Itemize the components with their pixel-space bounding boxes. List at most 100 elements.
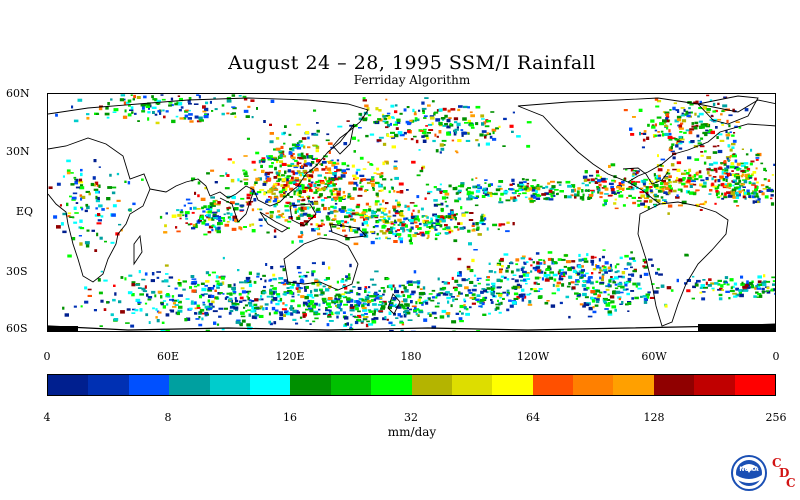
- rain-cell: [604, 298, 608, 300]
- rain-cell: [170, 309, 172, 311]
- rain-cell: [416, 195, 419, 198]
- rain-cell: [121, 94, 126, 96]
- rain-cell: [341, 293, 345, 295]
- rain-cell: [231, 287, 236, 290]
- rain-cell: [678, 205, 683, 207]
- rain-cell: [498, 294, 502, 297]
- rain-cell: [363, 97, 366, 99]
- rain-cell: [671, 143, 674, 146]
- rain-cell: [439, 108, 443, 111]
- rain-cell: [263, 192, 266, 195]
- rain-cell: [72, 217, 74, 219]
- rain-cell: [584, 258, 588, 260]
- rain-cell: [650, 119, 654, 122]
- rain-cell: [626, 197, 628, 199]
- rain-cell: [675, 139, 680, 141]
- rain-cell: [369, 310, 373, 313]
- rain-cell: [547, 265, 551, 268]
- rain-cell: [454, 288, 458, 291]
- rain-cell: [511, 179, 514, 182]
- rain-cell: [711, 177, 713, 180]
- rain-cell: [249, 284, 252, 288]
- rain-cell: [324, 177, 326, 179]
- rain-cell: [155, 316, 157, 319]
- rain-cell: [438, 278, 440, 281]
- rain-cell: [473, 196, 475, 199]
- rain-cell: [392, 145, 396, 148]
- rain-cell: [616, 263, 619, 265]
- rain-cell: [94, 249, 97, 252]
- rain-cell: [250, 310, 254, 312]
- rain-cell: [553, 274, 558, 277]
- rain-cell: [216, 275, 219, 278]
- rain-cell: [304, 187, 308, 189]
- rain-cell: [503, 118, 507, 120]
- rain-cell: [332, 218, 336, 220]
- rain-cell: [434, 112, 438, 114]
- rain-cell: [457, 295, 460, 297]
- rain-cell: [99, 166, 101, 168]
- rain-cell: [694, 174, 696, 178]
- rain-cell: [178, 95, 180, 97]
- rain-cell: [589, 307, 593, 310]
- rain-cell: [285, 202, 289, 204]
- rain-cell: [661, 159, 666, 161]
- rain-cell: [610, 264, 612, 267]
- rain-cell: [219, 292, 223, 294]
- rain-cell: [686, 111, 689, 114]
- rain-cell: [198, 316, 200, 318]
- rain-cell: [362, 178, 366, 181]
- rain-cell: [567, 286, 571, 288]
- rain-cell: [113, 285, 116, 287]
- rain-cell: [700, 203, 705, 205]
- rain-cell: [618, 276, 622, 278]
- rain-cell: [360, 186, 364, 188]
- rain-cell: [136, 299, 141, 302]
- rain-cell: [440, 191, 443, 194]
- rain-cell: [159, 112, 161, 115]
- rain-cell: [321, 220, 324, 222]
- rain-cell: [94, 189, 99, 191]
- rain-cell: [695, 101, 698, 104]
- rain-cell: [389, 190, 391, 193]
- rain-cell: [128, 291, 132, 294]
- rain-cell: [185, 214, 187, 217]
- rain-cell: [388, 322, 392, 325]
- rain-cell: [749, 182, 752, 184]
- rain-cell: [623, 204, 626, 207]
- rain-cell: [141, 179, 144, 181]
- rain-cell: [458, 198, 462, 201]
- rain-cell: [429, 314, 431, 317]
- rain-cell: [706, 177, 709, 180]
- rain-cell: [297, 266, 301, 269]
- rain-cell: [363, 168, 367, 170]
- rain-cell: [218, 316, 222, 318]
- rain-cell: [301, 153, 304, 156]
- rain-cell: [467, 230, 470, 233]
- rain-cell: [194, 286, 197, 288]
- rain-cell: [626, 293, 630, 295]
- rain-cell: [709, 189, 712, 192]
- rain-cell: [549, 193, 552, 195]
- rain-cell: [592, 299, 595, 302]
- rain-cell: [283, 314, 286, 317]
- rain-cell: [527, 272, 530, 274]
- rain-cell: [344, 221, 347, 224]
- rain-cell: [211, 205, 216, 207]
- rain-cell: [744, 162, 749, 165]
- rain-cell: [668, 175, 672, 178]
- rain-cell: [217, 282, 220, 284]
- rain-cell: [672, 107, 675, 111]
- rain-cell: [208, 299, 211, 302]
- rain-cell: [460, 227, 465, 230]
- rain-cell: [476, 227, 479, 230]
- rain-cell: [677, 161, 681, 164]
- coastline-africa: [48, 138, 150, 282]
- rain-cell: [637, 288, 641, 290]
- rain-cell: [368, 114, 371, 116]
- rain-cell: [604, 202, 607, 205]
- rain-cell: [457, 126, 459, 128]
- rain-cell: [457, 109, 460, 111]
- rain-cell: [197, 284, 200, 286]
- rain-cell: [444, 123, 448, 125]
